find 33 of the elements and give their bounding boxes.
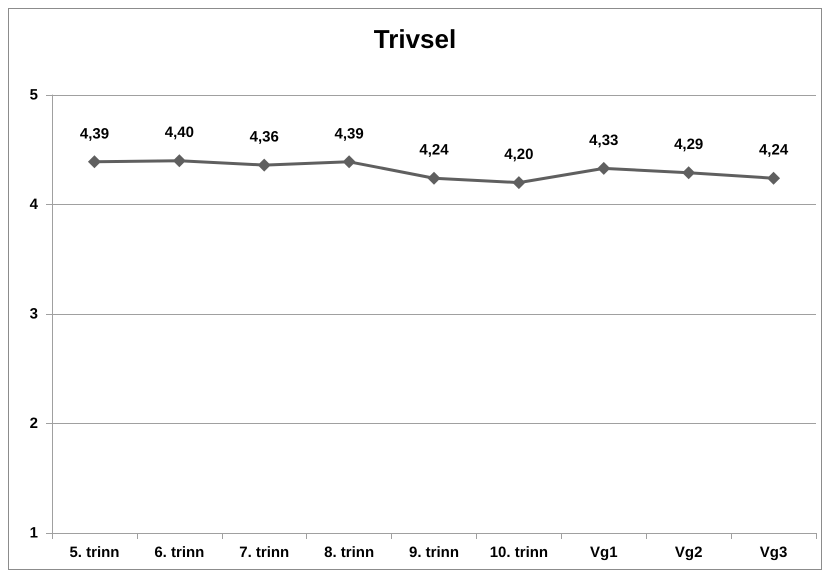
point: [512, 176, 526, 190]
x-tick-label: 10. trinn: [490, 544, 548, 561]
x-tick-label: 6. trinn: [154, 544, 204, 561]
data-label: 4,24: [758, 142, 789, 159]
point: [428, 172, 440, 185]
point: [342, 155, 356, 168]
point: [172, 154, 186, 168]
data-label: 4,39: [80, 125, 110, 142]
data-label: 4,39: [334, 125, 364, 142]
x-tick-label: Vg1: [590, 544, 618, 561]
point: [682, 166, 696, 180]
point: [597, 162, 610, 175]
y-tick-label: 3: [30, 306, 38, 322]
point: [258, 158, 271, 172]
y-tick-label: 4: [30, 196, 39, 213]
y-tick-label: 2: [30, 415, 38, 432]
x-tick-label: 7. trinn: [239, 544, 290, 561]
x-tick-label: 8. trinn: [324, 544, 374, 561]
data-label: 4,24: [419, 142, 450, 159]
point: [88, 155, 101, 168]
y-tick-label: 1: [30, 524, 38, 542]
data-label: 4,33: [589, 132, 618, 149]
x-tick-label: Vg3: [760, 544, 788, 561]
x-tick-label: Vg2: [674, 544, 702, 561]
chart-title: Trivsel: [374, 24, 456, 54]
x-tick-label: 9. trinn: [408, 544, 460, 561]
data-label: 4,36: [250, 128, 279, 146]
y-tick-label: 5: [30, 86, 38, 104]
data-label: 4,29: [674, 136, 704, 154]
x-tick-label: 5. trinn: [69, 544, 120, 561]
point: [767, 172, 780, 185]
data-label: 4,20: [504, 146, 534, 164]
data-label: 4,40: [164, 124, 194, 142]
